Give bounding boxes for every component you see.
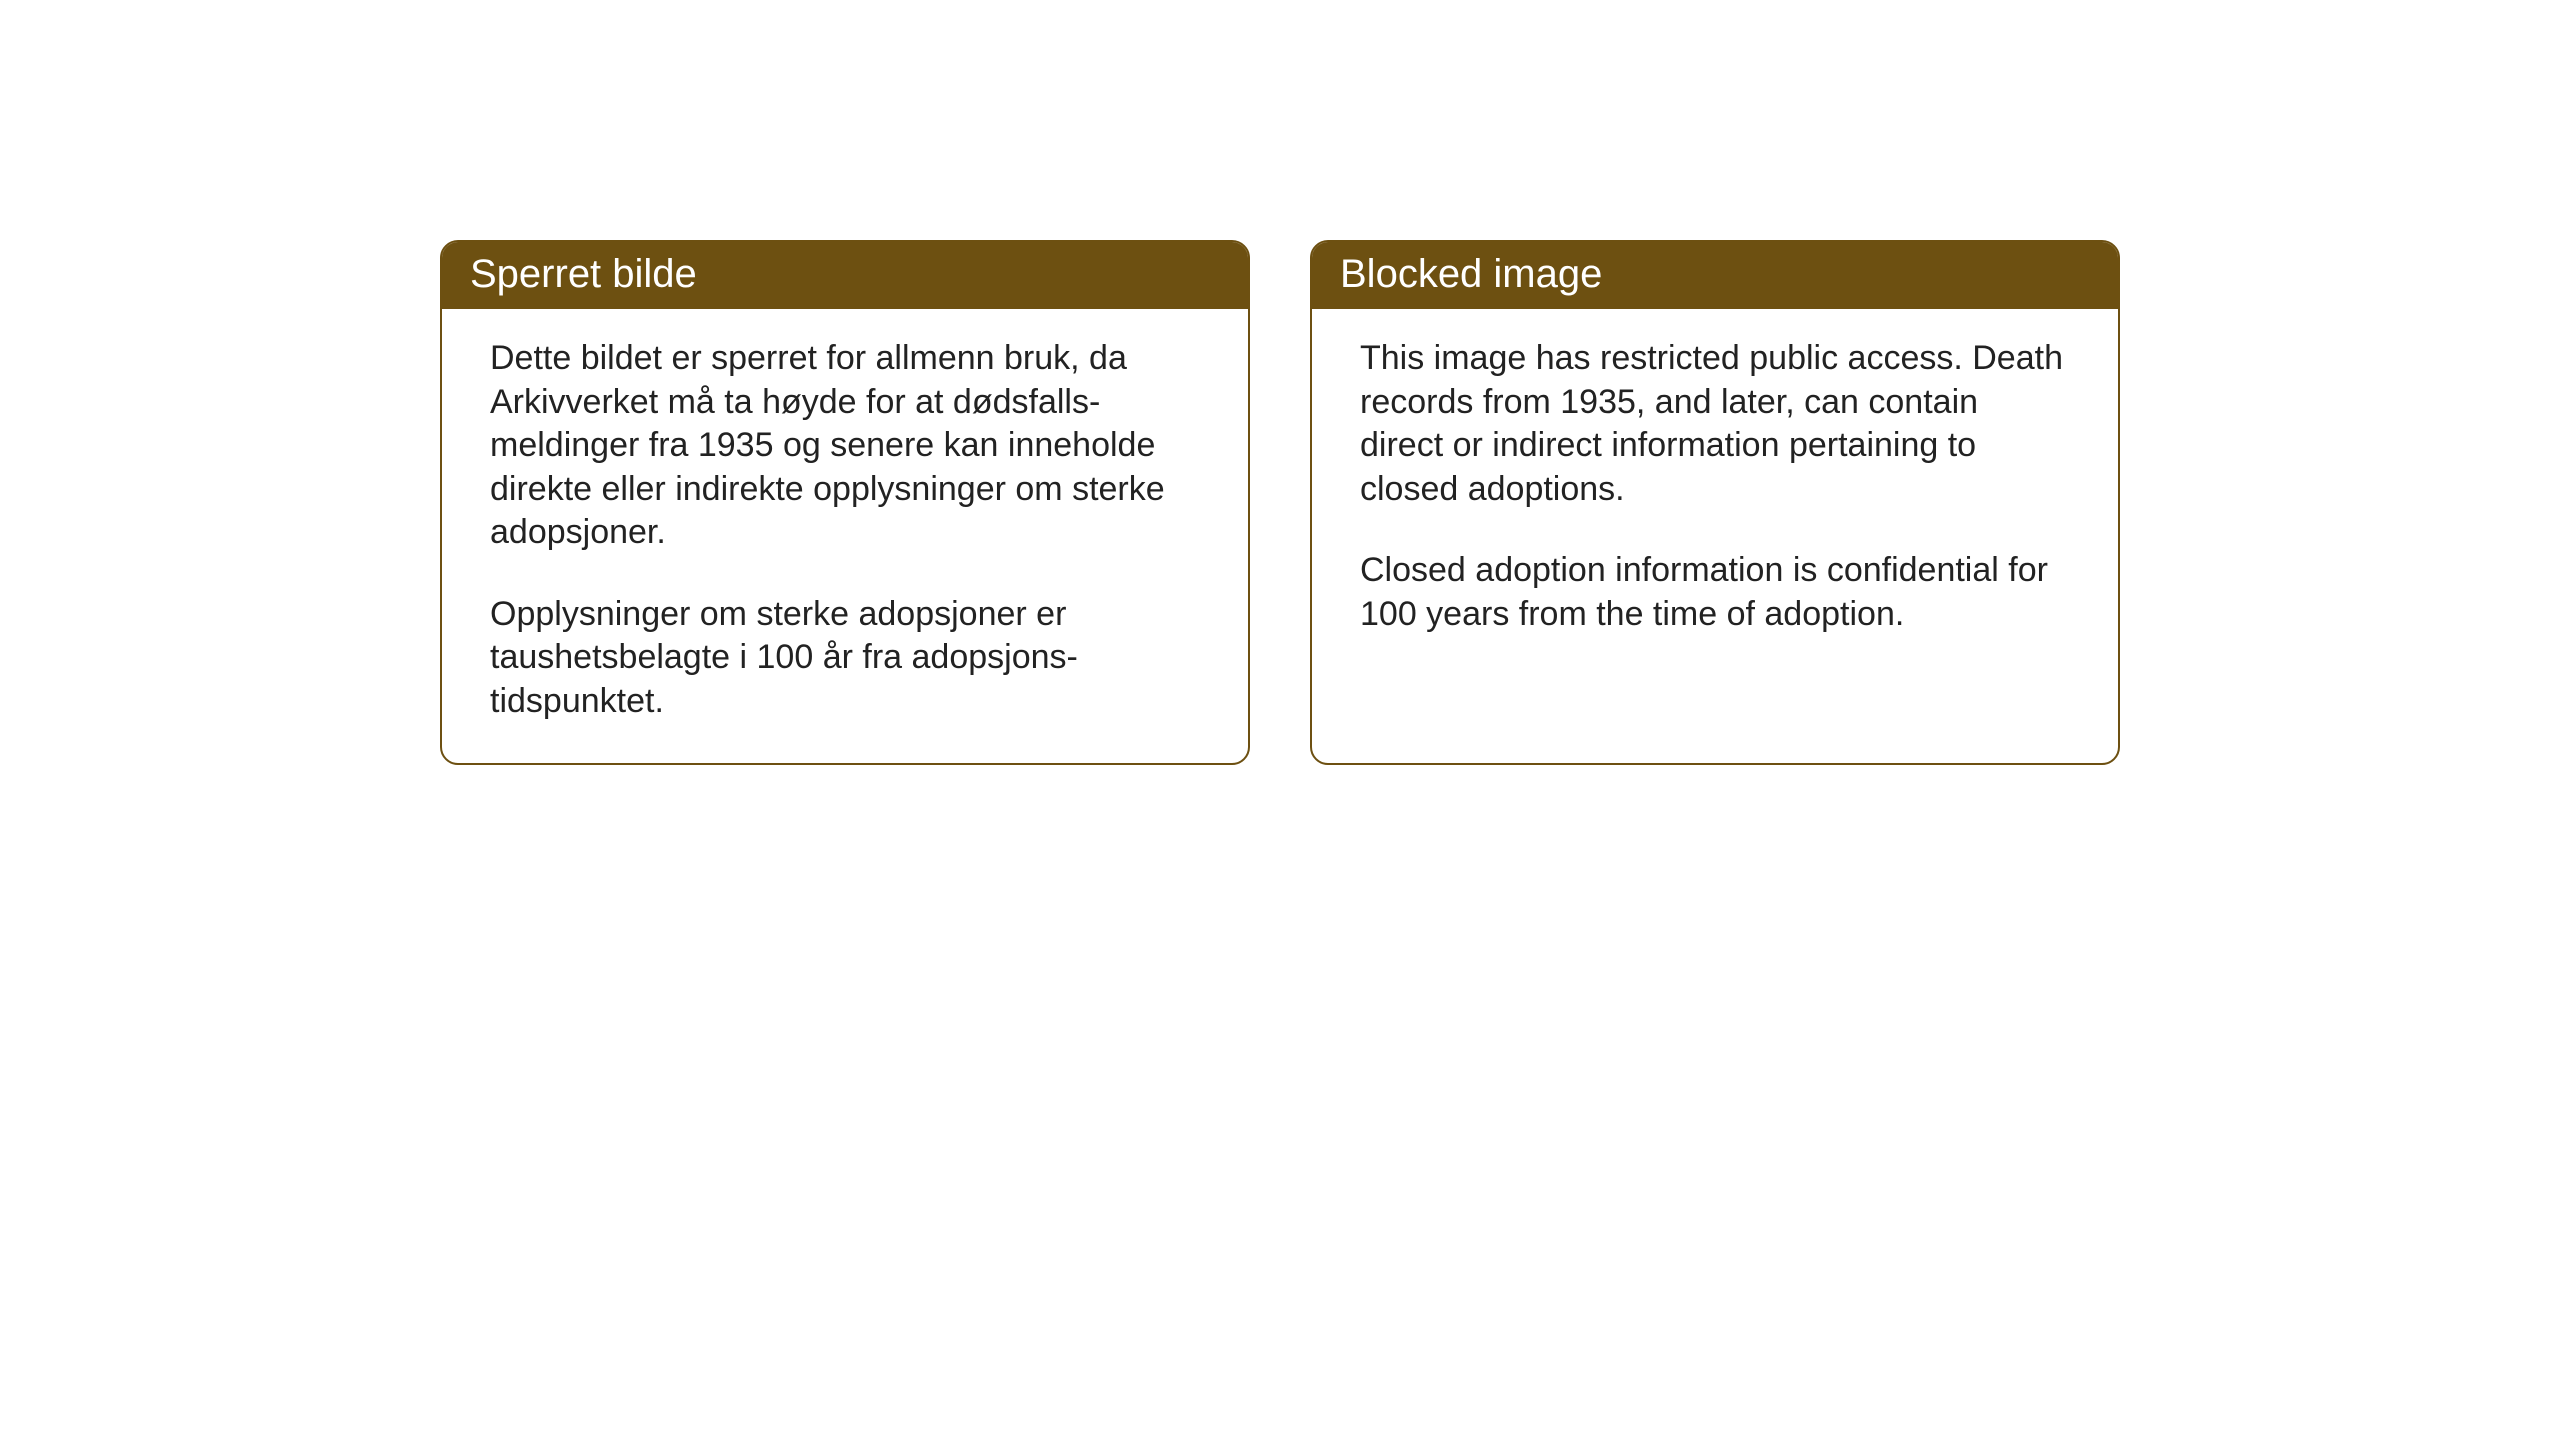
card-paragraph2-english: Closed adoption information is confident… bbox=[1360, 549, 2070, 636]
card-header-norwegian: Sperret bilde bbox=[442, 242, 1248, 309]
card-paragraph2-norwegian: Opplysninger om sterke adopsjoner er tau… bbox=[490, 593, 1200, 724]
notice-container: Sperret bilde Dette bildet er sperret fo… bbox=[440, 240, 2120, 765]
card-title-english: Blocked image bbox=[1340, 252, 1602, 296]
notice-card-norwegian: Sperret bilde Dette bildet er sperret fo… bbox=[440, 240, 1250, 765]
card-paragraph1-norwegian: Dette bildet er sperret for allmenn bruk… bbox=[490, 337, 1200, 555]
card-title-norwegian: Sperret bilde bbox=[470, 252, 697, 296]
card-header-english: Blocked image bbox=[1312, 242, 2118, 309]
card-paragraph1-english: This image has restricted public access.… bbox=[1360, 337, 2070, 511]
notice-card-english: Blocked image This image has restricted … bbox=[1310, 240, 2120, 765]
card-body-english: This image has restricted public access.… bbox=[1312, 309, 2118, 763]
card-body-norwegian: Dette bildet er sperret for allmenn bruk… bbox=[442, 309, 1248, 763]
